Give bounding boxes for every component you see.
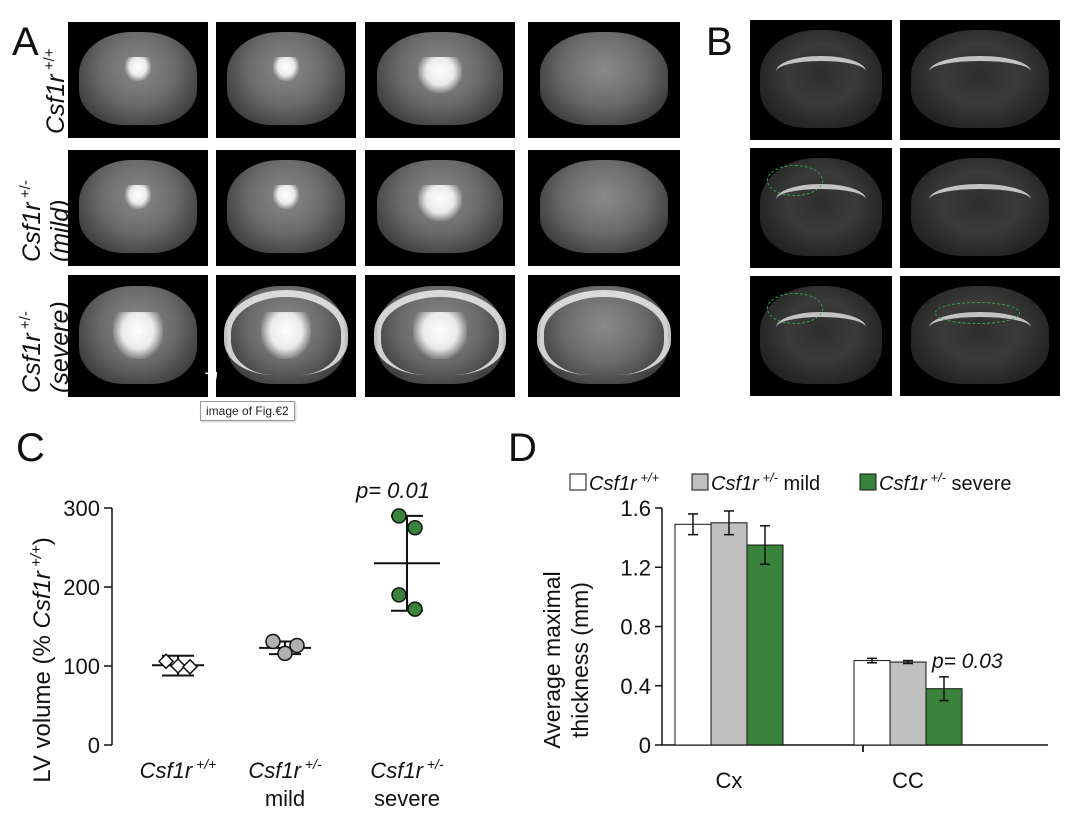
image-tooltip: image of Fig.€2: [200, 401, 295, 421]
panel-d-y-tick-label: 0.4: [620, 674, 651, 699]
panel-c-y-tick-label: 100: [63, 654, 100, 679]
panel-d-legend-swatch: [569, 473, 587, 491]
panel-d-letter: D: [508, 426, 537, 470]
row-label: Csf1r +/- (mild): [12, 180, 74, 262]
mri-slice-image: [365, 22, 515, 138]
panel-d-y-tick-label: 1.2: [620, 555, 651, 580]
mri-slice-image: [68, 150, 208, 266]
panel-c-y-tick-label: 200: [63, 575, 100, 600]
panel-d-legend-label: Csf1r +/- severe: [879, 470, 1012, 495]
row-label-genotype: +/-: [17, 311, 34, 334]
panel-d-x-tick-label: Cx: [716, 768, 743, 793]
mri-slice-image: [68, 22, 208, 138]
row-label-gene: Csf1r: [18, 202, 46, 262]
dti-slice-image: [750, 276, 892, 396]
panel-c-data-point: [157, 653, 175, 670]
panel-c-x-tick-label-line2: severe: [374, 786, 440, 811]
panel-c-data-point: [289, 637, 305, 654]
panel-d-bar: [746, 544, 784, 746]
panel-d-bar-chart: Average maximal thickness (mm) p= 0.03 C…: [539, 470, 1048, 793]
panel-c-y-tick-label: 0: [88, 733, 100, 758]
panel-c-data-point: [391, 508, 407, 524]
panel-c-data-point: [277, 645, 293, 662]
panel-d-legend-swatch: [859, 473, 877, 491]
row-label-genotype: +/+: [41, 48, 58, 75]
panel-c-x-tick-label-line2: mild: [265, 786, 305, 811]
panel-c-data-point: [265, 633, 281, 650]
panel-d-y-tick-label: 0.8: [620, 615, 651, 640]
dti-slice-image: [750, 148, 892, 268]
panel-d-p-value: p= 0.03: [931, 650, 1003, 673]
panel-b-letter: B: [706, 20, 733, 64]
dti-slice-image: [900, 276, 1060, 396]
panel-c-y-tick-label: 300: [63, 496, 100, 521]
panel-d-legend-swatch: [691, 473, 709, 491]
panel-d-y-tick-label: 0: [639, 733, 651, 758]
mri-slice-image: [216, 275, 356, 397]
mri-slice-image: [528, 150, 680, 266]
dti-slice-image: [750, 20, 892, 140]
panel-d-bar: [674, 523, 712, 746]
hand-cursor-icon: ☚: [204, 368, 219, 385]
panel-c-p-value: p= 0.01: [355, 478, 430, 503]
panel-d-bar: [853, 660, 891, 746]
panel-c-y-axis-label: LV volume (% Csf1r +/+): [28, 537, 56, 782]
row-label: Csf1r +/+: [36, 48, 70, 134]
panel-d-y-axis-label-line2: thickness (mm): [567, 582, 593, 738]
panel-d-bar: [889, 661, 927, 746]
panel-c-x-tick-label: Csf1r +/-: [248, 756, 322, 783]
dti-slice-image: [900, 20, 1060, 140]
panel-c-data-point: [407, 520, 423, 536]
panel-d-y-axis-label-line1: Average maximal: [539, 571, 565, 748]
panel-c-data-point: [181, 658, 199, 675]
panel-d-legend-label: Csf1r +/- mild: [711, 470, 820, 495]
panel-d-x-tick-label: CC: [892, 768, 924, 793]
row-label: Csf1r +/- (severe): [12, 301, 74, 393]
panel-c-x-tick-label: Csf1r +/+: [140, 756, 217, 783]
panel-c-scatter-chart: LV volume (% Csf1r +/+) p= 0.01 0 100 200 3…: [28, 478, 444, 811]
mri-slice-image: [216, 22, 356, 138]
panel-d-legend-label: Csf1r +/+: [589, 470, 660, 495]
panel-d-bar: [710, 522, 748, 746]
row-label-gene: Csf1r: [18, 333, 46, 393]
mri-slice-image: [365, 150, 515, 266]
panel-d-y-tick-label: 1.6: [620, 496, 651, 521]
panel-c-data-point: [169, 657, 187, 675]
mri-slice-image: [216, 150, 356, 266]
panel-c-x-tick-label: Csf1r +/-: [370, 756, 444, 783]
dti-slice-image: [900, 148, 1060, 268]
panel-c-letter: C: [16, 426, 45, 470]
mri-slice-image: [528, 275, 680, 397]
row-label-genotype: +/-: [17, 180, 34, 203]
panel-c-data-point: [391, 587, 407, 603]
mri-slice-image: [68, 275, 208, 397]
mri-slice-image: [365, 275, 515, 397]
row-label-gene: Csf1r: [42, 74, 70, 134]
panel-c-data-point: [407, 601, 423, 617]
panel-a-letter: A: [12, 20, 39, 64]
mri-slice-image: [528, 22, 680, 138]
